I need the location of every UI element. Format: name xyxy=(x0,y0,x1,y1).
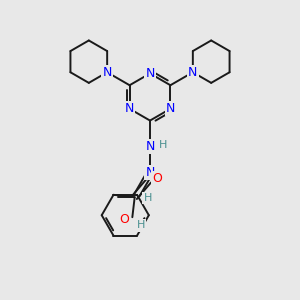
Text: O: O xyxy=(152,172,162,185)
Text: H: H xyxy=(136,220,145,230)
Text: N: N xyxy=(125,102,134,115)
Text: H: H xyxy=(159,140,167,150)
Text: O: O xyxy=(119,213,129,226)
Text: N: N xyxy=(103,66,112,79)
Text: N: N xyxy=(188,66,197,79)
Text: N: N xyxy=(145,67,155,80)
Text: N: N xyxy=(166,102,175,115)
Text: H: H xyxy=(143,194,152,203)
Text: N: N xyxy=(145,166,155,179)
Text: N: N xyxy=(145,140,155,153)
